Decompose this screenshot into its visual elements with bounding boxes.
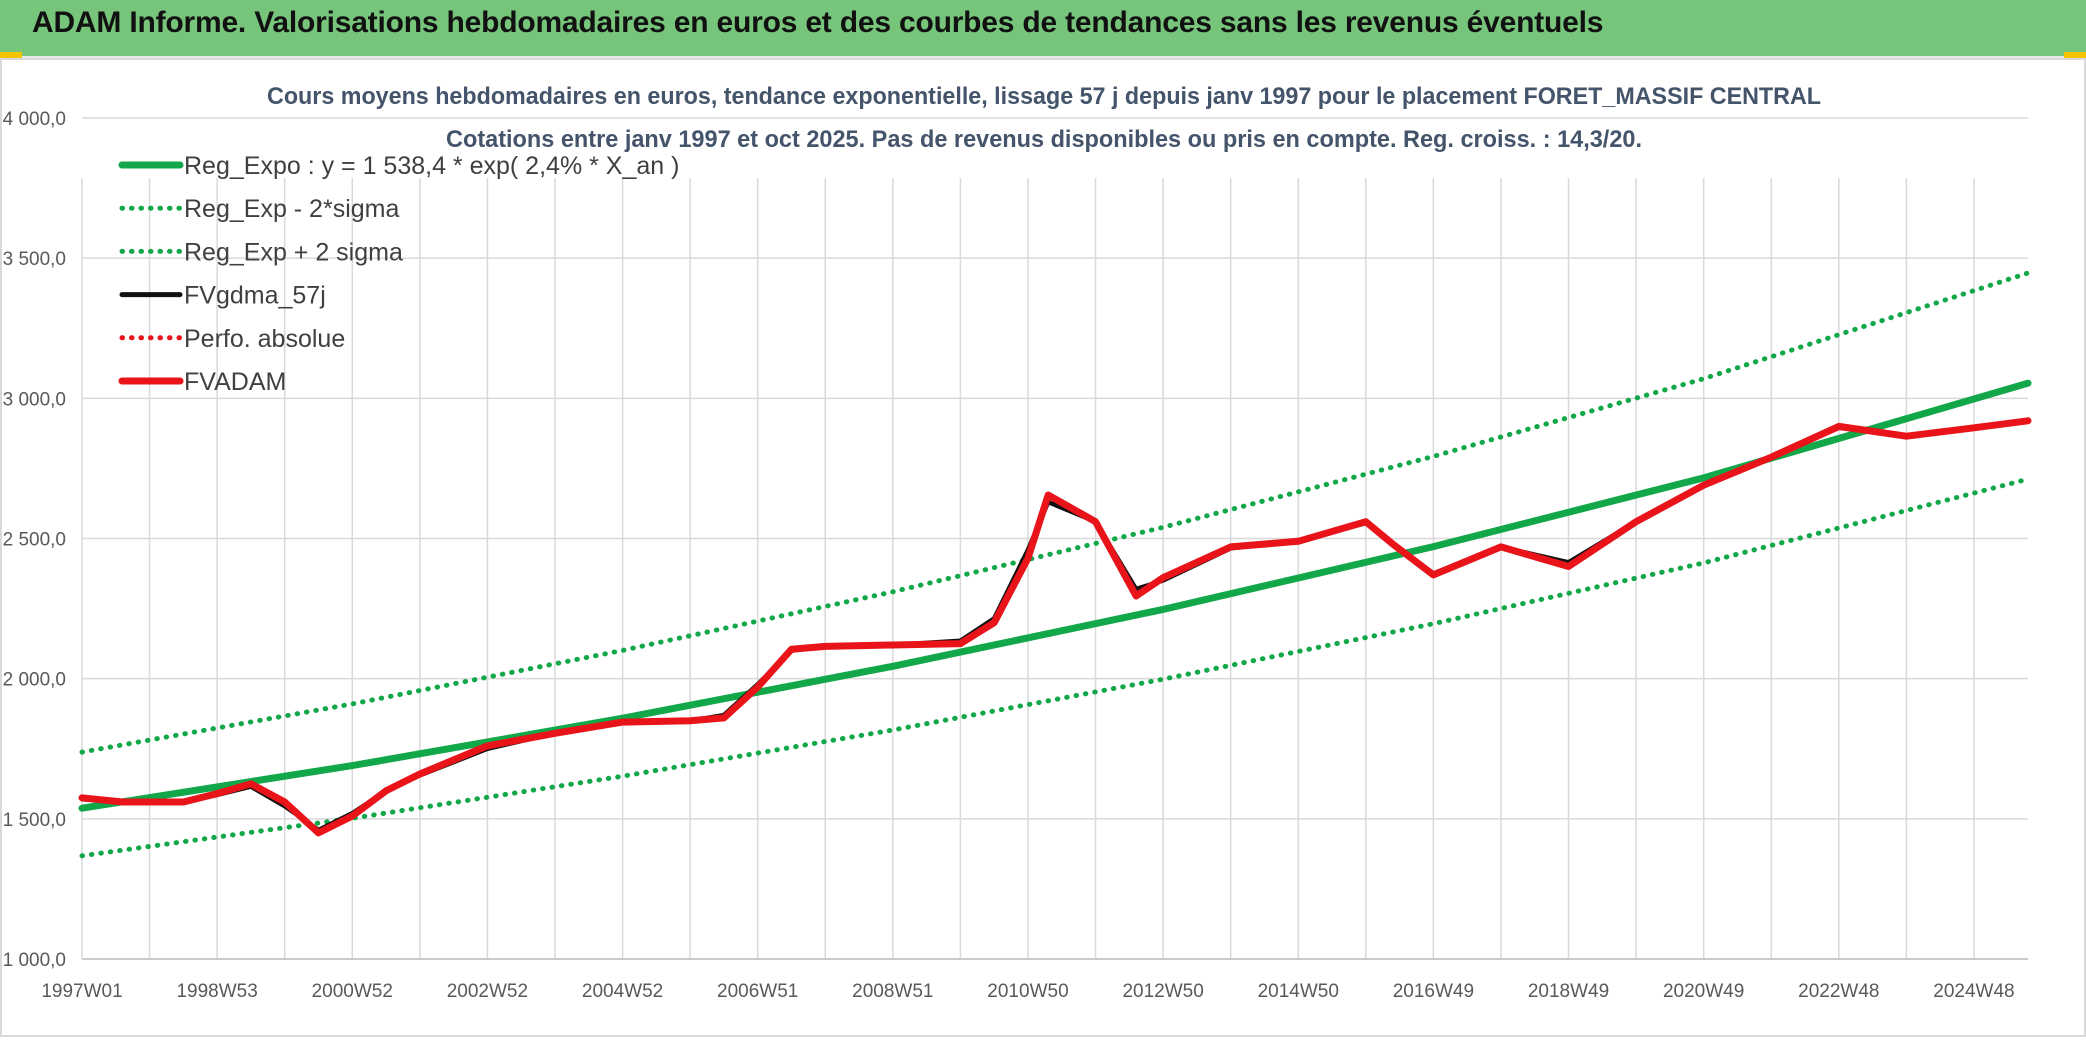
x-tick-label: 2014W50 (1258, 981, 1339, 1002)
legend-label: Perfo. absolue (184, 325, 345, 353)
series-line (79, 476, 2031, 859)
y-tick-label: 3 000,0 (3, 389, 66, 410)
x-tick-label: 2020W49 (1663, 981, 1744, 1002)
legend-label: Reg_Exp + 2 sigma (184, 238, 403, 266)
y-axis-tick-labels: 1 000,0 1 500,0 2 000,0 2 500,0 3 000,0 3 500… (3, 109, 66, 971)
x-tick-label: 2018W49 (1528, 981, 1609, 1002)
y-tick-label: 1 500,0 (3, 810, 66, 831)
series-line (79, 418, 2031, 833)
x-tick-label: 2022W48 (1798, 981, 1879, 1002)
x-tick-label: 2016W49 (1393, 981, 1474, 1002)
report-banner: ADAM Informe. Valorisations hebdomadaire… (0, 0, 2086, 58)
x-tick-label: 1997W01 (41, 981, 122, 1002)
series-line (78, 417, 2032, 837)
vertical-gridlines (81, 178, 2028, 960)
legend-label: Reg_Expo : y = 1 538,4 * exp( 2,4% * X_a… (184, 152, 679, 180)
chart-title: Cours moyens hebdomadaires en euros, ten… (267, 83, 1821, 110)
series-line (79, 270, 2031, 755)
corner-marker-right (2064, 52, 2086, 58)
line-chart: 1 000,0 1 500,0 2 000,0 2 500,0 3 000,0 3 500… (0, 58, 2086, 1037)
series-lines (78, 270, 2032, 859)
legend-label: FVADAM (184, 368, 286, 396)
y-tick-label: 3 500,0 (3, 249, 66, 270)
chart-subtitle: Cotations entre janv 1997 et oct 2025. P… (446, 126, 1642, 153)
series-line (78, 379, 2032, 812)
x-tick-label: 2004W52 (582, 981, 663, 1002)
x-tick-label: 2008W51 (852, 981, 933, 1002)
x-axis-tick-labels: 1997W01 1998W53 2000W52 2002W52 2004W52 2006W… (41, 981, 2014, 1002)
legend: Reg_Expo : y = 1 538,4 * exp( 2,4% * X_a… (118, 152, 679, 396)
x-tick-label: 1998W53 (176, 981, 257, 1002)
y-tick-label: 4 000,0 (3, 109, 66, 130)
chart-area: 1 000,0 1 500,0 2 000,0 2 500,0 3 000,0 3 500… (0, 58, 2086, 1037)
y-tick-label: 2 500,0 (3, 530, 66, 551)
legend-label: FVgdma_57j (184, 282, 326, 310)
x-tick-label: 2002W52 (447, 981, 528, 1002)
x-tick-label: 2012W50 (1122, 981, 1203, 1002)
report-title: ADAM Informe. Valorisations hebdomadaire… (32, 6, 1604, 39)
chart-border (0, 58, 2086, 1037)
legend-label: Reg_Exp - 2*sigma (184, 195, 399, 223)
corner-marker-left (0, 52, 22, 58)
x-tick-label: 2010W50 (987, 981, 1068, 1002)
x-tick-label: 2000W52 (312, 981, 393, 1002)
y-tick-label: 1 000,0 (3, 950, 66, 971)
x-tick-label: 2024W48 (1933, 981, 2014, 1002)
x-tick-label: 2006W51 (717, 981, 798, 1002)
y-tick-label: 2 000,0 (3, 670, 66, 691)
